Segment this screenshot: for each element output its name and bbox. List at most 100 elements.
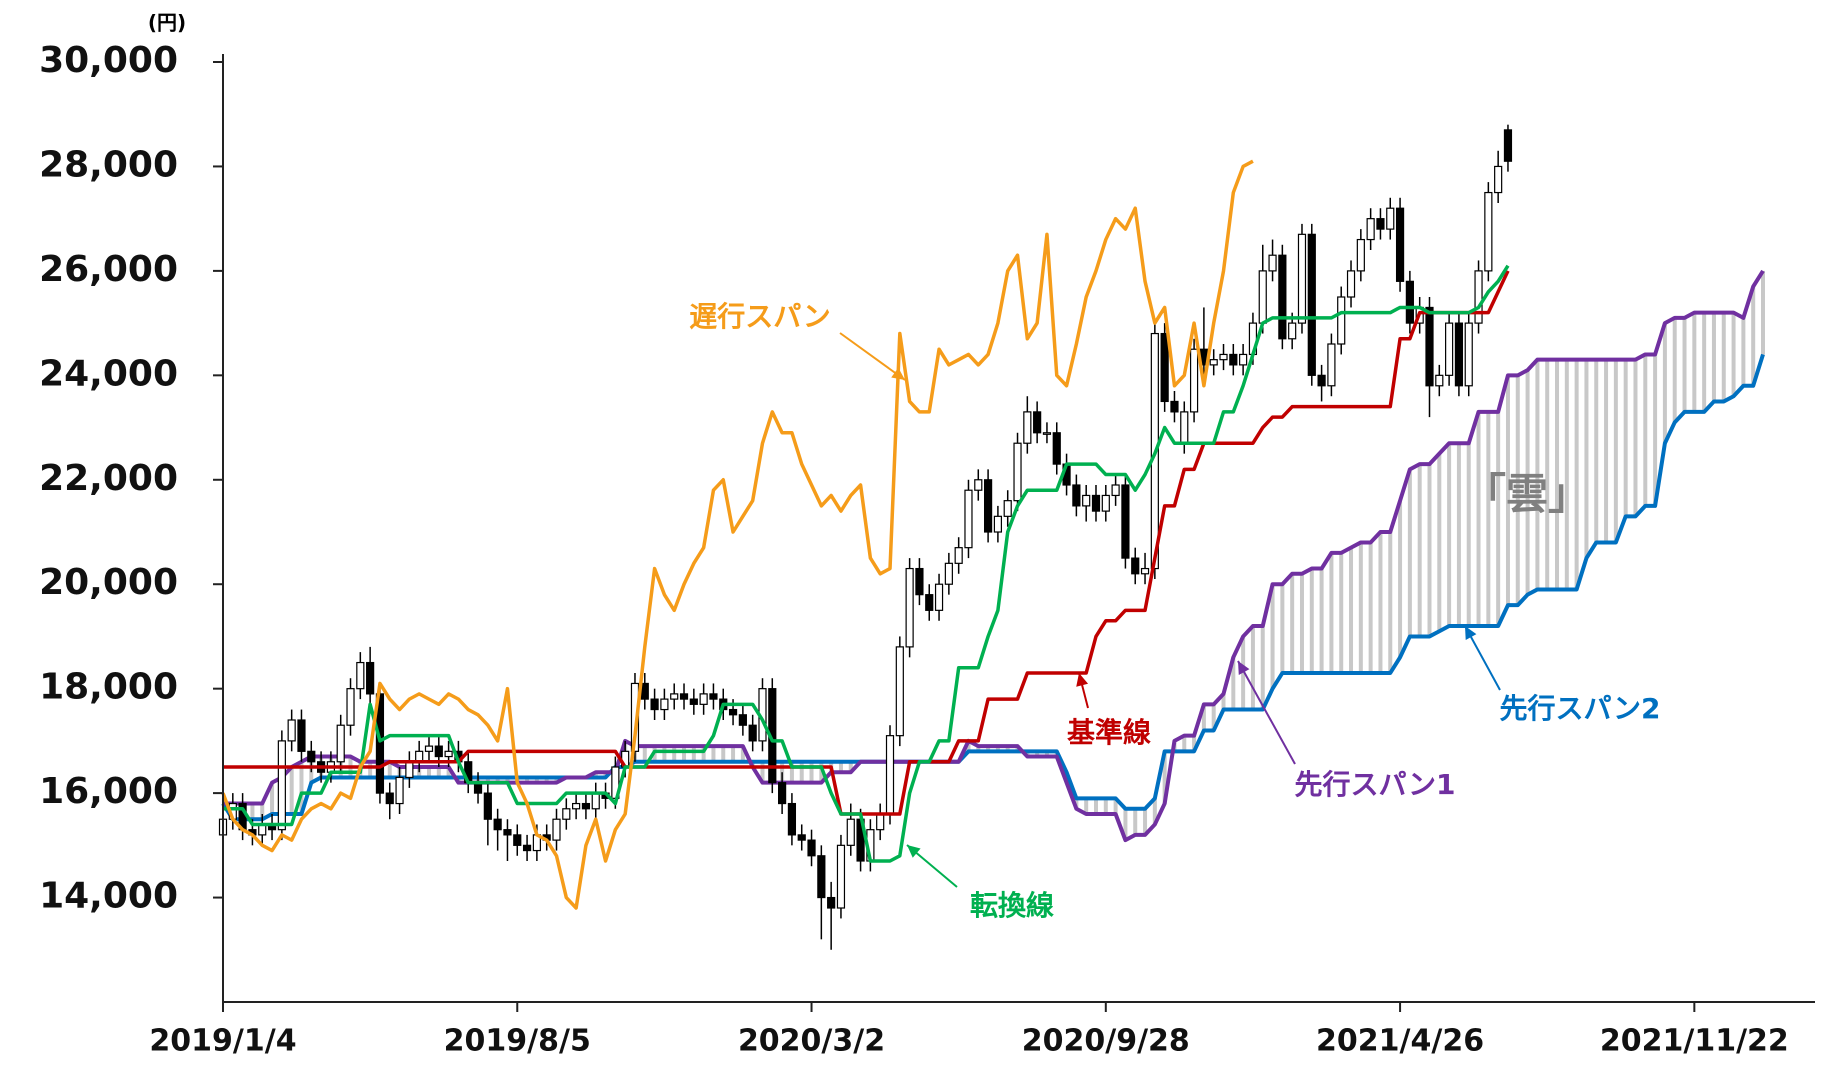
candle-body: [562, 808, 571, 820]
candle-body: [993, 515, 1003, 533]
candle-body: [1425, 306, 1434, 387]
series-line: [223, 270, 1510, 816]
candle-body: [1239, 353, 1248, 366]
candle-body: [983, 479, 993, 533]
candle-body: [1082, 494, 1091, 507]
y-tick-label: 22,000: [39, 458, 178, 499]
candle-body: [1454, 322, 1464, 387]
candle-body: [640, 682, 649, 700]
candle-body: [434, 745, 443, 758]
candle-body: [748, 724, 757, 742]
series-label: 遅行スパン: [689, 300, 830, 333]
y-tick-label: 30,000: [39, 40, 178, 81]
candle-body: [1464, 322, 1473, 387]
candle-body: [650, 698, 659, 711]
candle-body: [807, 839, 816, 857]
candle-body: [1268, 254, 1277, 272]
candle-body: [1013, 442, 1022, 502]
candle-body: [1091, 494, 1101, 512]
annotation-arrow: [1237, 660, 1296, 765]
series-label: 基準線: [1067, 716, 1151, 749]
candle-body: [1445, 322, 1454, 376]
candle-body: [395, 776, 404, 805]
candle-body: [925, 594, 934, 611]
candle-body: [1484, 191, 1493, 272]
candle-body: [1052, 432, 1061, 465]
candle-body: [964, 489, 973, 549]
arrow-head: [1076, 673, 1089, 687]
candle-body: [738, 714, 747, 726]
candle-body: [493, 818, 502, 831]
candle-body: [513, 834, 522, 846]
candle-body: [1180, 411, 1189, 444]
candle-body: [591, 792, 600, 810]
candle-body: [424, 745, 434, 752]
candle-body: [1072, 484, 1081, 507]
y-tick-label: 28,000: [39, 144, 178, 185]
candle-body: [885, 735, 895, 815]
candle-body: [787, 802, 797, 836]
candle-body: [522, 844, 532, 852]
candle-body: [876, 813, 885, 831]
candle-body: [346, 688, 355, 726]
candle-body: [1503, 129, 1513, 162]
candle-body: [1033, 411, 1042, 434]
series-line: [221, 159, 1254, 910]
candle-body: [797, 834, 806, 841]
candle-body: [1140, 567, 1150, 575]
candle-body: [1023, 411, 1032, 444]
candle-body: [915, 567, 924, 596]
candle-body: [297, 719, 306, 752]
candle-body: [944, 562, 953, 585]
candle-body: [366, 661, 375, 695]
candle-body: [1042, 432, 1052, 435]
candle-body: [1346, 270, 1356, 298]
candle-body: [699, 693, 708, 705]
candle-body: [1386, 207, 1395, 230]
arrow-head: [1465, 626, 1477, 640]
candle-body: [356, 661, 365, 690]
x-tick-label: 2020/9/28: [1022, 1024, 1190, 1059]
y-tick-label: 14,000: [39, 876, 178, 917]
candle-body: [405, 761, 414, 779]
candle-body: [1356, 238, 1365, 272]
y-tick-label: 16,000: [39, 771, 178, 812]
candle-body: [1297, 233, 1307, 324]
candles: [218, 124, 1513, 950]
candle-body: [905, 567, 914, 648]
candle-body: [660, 698, 669, 711]
candle-body: [709, 693, 718, 700]
candle-body: [778, 782, 787, 805]
candle-body: [1366, 218, 1375, 241]
x-tick-label: 2019/1/4: [149, 1024, 296, 1059]
candle-body: [1111, 484, 1120, 497]
candle-body: [1258, 270, 1267, 324]
candle-body: [1337, 296, 1346, 345]
candle-body: [1121, 484, 1130, 559]
arrow-head: [891, 367, 905, 380]
x-tick-label: 2021/4/26: [1316, 1024, 1484, 1059]
candle-body: [1131, 557, 1140, 575]
candle-body: [1405, 280, 1414, 324]
candle-body: [1435, 374, 1444, 387]
candle-body: [503, 829, 512, 836]
candle-body: [1278, 254, 1287, 340]
annotation-arrow: [839, 332, 906, 381]
candle-body: [1101, 494, 1110, 512]
y-tick-label: 20,000: [39, 562, 178, 603]
candle-body: [1288, 322, 1297, 340]
candle-body: [581, 802, 591, 810]
candle-body: [1494, 165, 1503, 194]
candle-body: [846, 818, 855, 846]
candle-body: [1229, 353, 1238, 366]
series-label: 先行スパン1: [1295, 768, 1456, 801]
candle-body: [1307, 233, 1316, 376]
candle-body: [974, 479, 983, 491]
x-tick-label: 2019/8/5: [444, 1024, 591, 1059]
candle-body: [572, 802, 581, 810]
candle-body: [277, 740, 286, 831]
lines-front: [221, 159, 1510, 910]
candle-body: [444, 750, 453, 758]
y-tick-label: 26,000: [39, 249, 178, 290]
